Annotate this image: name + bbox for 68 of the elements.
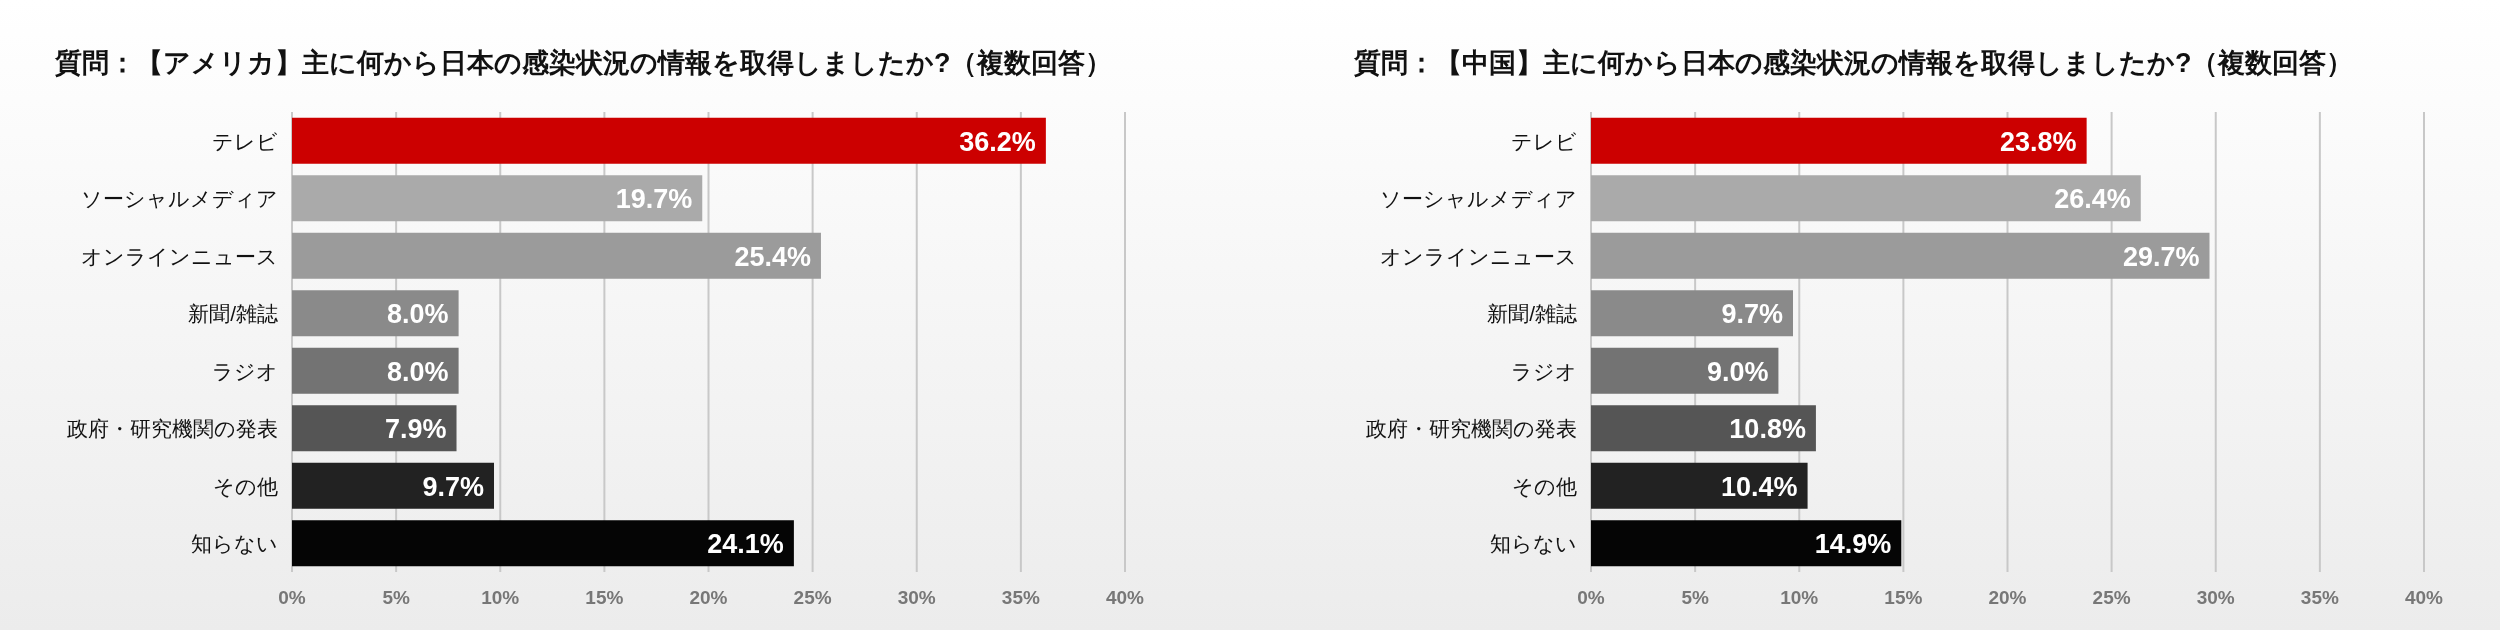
data-label: 19.7% xyxy=(615,184,693,215)
y-tick-label: ラジオ xyxy=(1511,359,1577,383)
x-tick-label: 40% xyxy=(1105,587,1145,608)
x-tick-label: 0% xyxy=(278,587,306,608)
data-label: 7.9% xyxy=(384,414,447,445)
bar xyxy=(292,232,821,279)
x-tick-label: 15% xyxy=(1884,587,1923,608)
x-tick-label: 0% xyxy=(1577,587,1605,608)
y-tick-label: ソーシャルメディア xyxy=(81,187,278,211)
data-label: 10.4% xyxy=(1721,471,1798,502)
y-tick-label: 政府・研究機関の発表 xyxy=(67,417,278,441)
bar xyxy=(292,405,457,452)
bar xyxy=(292,520,794,567)
x-tick-label: 5% xyxy=(1681,587,1709,608)
x-tick-label: 25% xyxy=(793,587,832,608)
bar xyxy=(1591,347,1779,394)
y-tick-label: ソーシャルメディア xyxy=(1380,187,1577,211)
bar xyxy=(292,175,703,222)
data-label: 9.0% xyxy=(1706,356,1769,387)
y-tick-label: オンラインニュース xyxy=(81,244,278,268)
x-tick-label: 30% xyxy=(2196,587,2235,608)
bar xyxy=(292,290,459,337)
data-label: 24.1% xyxy=(707,529,784,560)
chart-title: 質問：【中国】主に何から日本の感染状況の情報を取得しましたか?（複数回答） xyxy=(1353,48,2354,78)
data-label: 36.2% xyxy=(959,126,1036,157)
bar xyxy=(292,462,494,509)
y-tick-label: テレビ xyxy=(1511,129,1577,153)
bar xyxy=(1591,232,2210,279)
bar xyxy=(1591,117,2087,164)
bar xyxy=(1591,175,2141,222)
bar xyxy=(292,347,459,394)
x-tick-label: 40% xyxy=(2404,587,2444,608)
x-tick-label: 15% xyxy=(585,587,624,608)
x-tick-label: 35% xyxy=(1001,587,1040,608)
bar xyxy=(1591,462,1808,509)
chart-title: 質問：【アメリカ】主に何から日本の感染状況の情報を取得しましたか?（複数回答） xyxy=(54,48,1113,78)
x-tick-label: 25% xyxy=(2092,587,2131,608)
data-label: 8.0% xyxy=(387,299,449,330)
x-tick-label: 20% xyxy=(689,587,728,608)
x-tick-label: 20% xyxy=(1988,587,2027,608)
bar xyxy=(292,117,1046,164)
data-label: 8.0% xyxy=(387,356,449,387)
y-tick-label: ラジオ xyxy=(212,359,278,383)
data-label: 26.4% xyxy=(2054,184,2131,215)
data-label: 10.8% xyxy=(1729,414,1806,445)
bar xyxy=(1591,405,1816,452)
data-label: 9.7% xyxy=(422,471,484,502)
y-tick-label: オンラインニュース xyxy=(1380,244,1577,268)
bar xyxy=(1591,520,1902,567)
y-tick-label: 新聞/雑誌 xyxy=(188,302,278,326)
y-tick-label: テレビ xyxy=(212,129,278,153)
data-label: 14.9% xyxy=(1814,529,1892,560)
bar xyxy=(1591,290,1793,337)
x-tick-label: 35% xyxy=(2300,587,2339,608)
y-tick-label: 知らない xyxy=(1490,532,1577,556)
x-tick-label: 30% xyxy=(897,587,936,608)
data-label: 25.4% xyxy=(734,241,811,272)
y-tick-label: 知らない xyxy=(191,532,278,556)
y-tick-label: 新聞/雑誌 xyxy=(1487,302,1577,326)
x-tick-label: 10% xyxy=(481,587,520,608)
x-tick-label: 5% xyxy=(382,587,410,608)
data-label: 29.7% xyxy=(2122,241,2200,272)
x-tick-label: 10% xyxy=(1780,587,1819,608)
y-tick-label: 政府・研究機関の発表 xyxy=(1366,417,1577,441)
y-tick-label: その他 xyxy=(1512,474,1577,498)
data-label: 9.7% xyxy=(1721,299,1783,330)
data-label: 23.8% xyxy=(2000,126,2077,157)
y-tick-label: その他 xyxy=(213,474,278,498)
